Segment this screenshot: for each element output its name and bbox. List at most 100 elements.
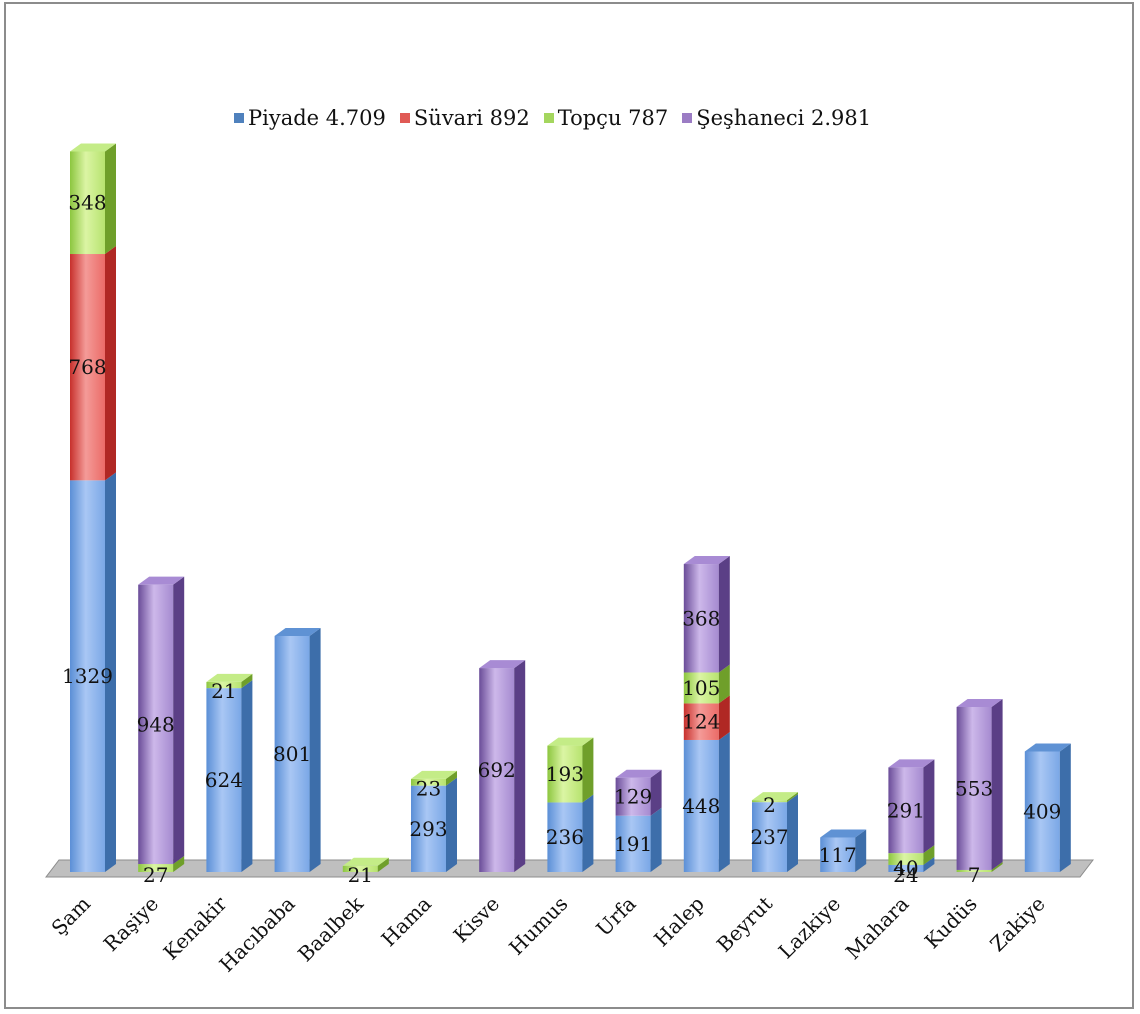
bar-segment-kenakir-0 xyxy=(206,688,242,872)
data-label-zakiye-0: 409 xyxy=(1023,800,1061,824)
bar-segment-ra-iye-2 xyxy=(138,864,174,872)
bar-segment-humus-2 xyxy=(547,745,583,803)
data-label-lazkiye-0: 117 xyxy=(819,843,857,867)
bar-top-ra-iye xyxy=(138,576,185,585)
category-label-halep: Halep xyxy=(649,892,709,952)
category-label-kud-s: Kudüs xyxy=(920,892,982,954)
data-label-hama-2: 23 xyxy=(416,777,441,801)
data-label-kenakir-2: 21 xyxy=(211,679,236,703)
legend-label-seshaneci: Şeşhaneci 2.981 xyxy=(696,106,872,130)
data-label-hac-baba-0: 801 xyxy=(273,742,311,766)
category-label-humus: Humus xyxy=(504,892,572,960)
legend-swatch-suvari xyxy=(399,113,410,123)
bar-top-baalbek xyxy=(342,857,389,866)
data-label-halep-3: 368 xyxy=(682,606,720,630)
bar-side-kisve-3 xyxy=(514,660,526,872)
data-label-urfa-0: 191 xyxy=(614,832,652,856)
bar-side--am-0 xyxy=(105,472,116,872)
bar-segment-halep-0 xyxy=(683,739,719,872)
category-label-kisve: Kisve xyxy=(449,892,505,948)
bar-side--am-1 xyxy=(105,246,116,481)
legend-label-piyade: Piyade 4.709 xyxy=(248,106,386,130)
data-label-kenakir-0: 624 xyxy=(205,768,243,792)
data-label-mahara-2: 40 xyxy=(893,856,918,880)
bar-side-halep-2 xyxy=(718,664,730,704)
bar-segment-beyrut-2 xyxy=(752,800,787,803)
bar-top-zakiye xyxy=(1024,743,1071,752)
bar-side--am-2 xyxy=(105,143,116,255)
bar-side-mahara-0 xyxy=(923,856,935,872)
bar-top-halep xyxy=(683,556,730,565)
bar-side-urfa-0 xyxy=(650,807,662,872)
legend: Piyade 4.709 Süvari 892 Topçu 787 Şeşhan… xyxy=(234,106,871,130)
legend-item-piyade: Piyade 4.709 xyxy=(234,106,386,130)
bar-side-mahara-3 xyxy=(923,759,935,854)
bar-top-kisve xyxy=(479,660,526,669)
data-label-kud-s-2: 7 xyxy=(968,863,981,887)
bar-side-halep-3 xyxy=(718,556,730,673)
data-label-humus-0: 236 xyxy=(546,825,584,849)
data-label-halep-1: 124 xyxy=(682,710,720,734)
bar-side-ra-iye-2 xyxy=(173,856,185,872)
category-label--am: Şam xyxy=(47,892,96,941)
data-label-kud-s-3: 553 xyxy=(955,776,993,800)
data-label-kisve-3: 692 xyxy=(478,758,516,782)
bar-top-hama xyxy=(411,770,457,779)
bar-top-humus xyxy=(547,737,594,746)
legend-swatch-seshaneci xyxy=(682,113,693,123)
bar-segment-hama-2 xyxy=(411,778,446,786)
legend-label-topcu: Topçu 787 xyxy=(557,106,669,130)
category-label-hac-baba: Hacıbaba xyxy=(214,892,299,977)
data-label-urfa-3: 129 xyxy=(614,785,652,809)
data-label-ra-iye-3: 948 xyxy=(137,712,175,736)
data-label-mahara-0: 24 xyxy=(893,863,918,887)
data-label-beyrut-2: 2 xyxy=(763,793,776,817)
category-label-hama: Hama xyxy=(376,892,436,952)
category-label-urfa: Urfa xyxy=(591,892,640,941)
bar-side-urfa-3 xyxy=(650,769,662,816)
legend-item-suvari: Süvari 892 xyxy=(399,106,530,130)
legend-item-seshaneci: Şeşhaneci 2.981 xyxy=(682,106,871,130)
category-label-lazkiye: Lazkiye xyxy=(774,892,846,964)
bar-segment-urfa-3 xyxy=(615,777,651,816)
bar-segment-kud-s-2 xyxy=(956,869,992,872)
bar-segment-kisve-3 xyxy=(479,668,515,872)
bar-segment-kud-s-3 xyxy=(956,706,992,870)
bar-segment-baalbek-2 xyxy=(342,865,378,872)
bar-top-mahara xyxy=(888,759,935,768)
data-label-mahara-3: 291 xyxy=(887,798,925,822)
bar-side-humus-2 xyxy=(582,737,594,803)
bar-segment-zakiye-0 xyxy=(1024,751,1060,872)
category-label-zakiye: Zakiye xyxy=(985,892,1050,957)
data-label-humus-2: 193 xyxy=(546,762,584,786)
data-label--am-0: 1329 xyxy=(62,664,113,688)
bar-side-kud-s-2 xyxy=(991,861,1003,872)
bar-top-beyrut xyxy=(752,792,798,801)
bar-segment-ra-iye-3 xyxy=(138,584,174,865)
bar-side-kenakir-0 xyxy=(241,680,253,872)
data-label--am-2: 348 xyxy=(68,191,106,215)
bar-side-beyrut-0 xyxy=(787,794,798,872)
bar-side-lazkiye-0 xyxy=(855,829,867,872)
category-label-mahara: Mahara xyxy=(841,892,914,965)
bar-side-beyrut-2 xyxy=(787,792,798,803)
bar-side-hama-2 xyxy=(446,770,457,786)
bar-segment-mahara-2 xyxy=(888,853,924,865)
bar-side-hac-baba-0 xyxy=(309,627,321,872)
bar-top-lazkiye xyxy=(820,829,867,838)
bar-segment--am-0 xyxy=(70,480,105,872)
bar-segment-lazkiye-0 xyxy=(820,837,856,872)
bar-segment-humus-0 xyxy=(547,802,583,872)
data-label-halep-2: 105 xyxy=(682,676,720,700)
bar-segment-halep-2 xyxy=(683,672,719,704)
bar-segment-kenakir-2 xyxy=(206,681,242,689)
data-label-halep-0: 448 xyxy=(682,794,720,818)
legend-label-suvari: Süvari 892 xyxy=(413,106,530,130)
bar-segment-mahara-3 xyxy=(888,767,924,854)
category-label-baalbek: Baalbek xyxy=(293,891,368,966)
bar-side-halep-0 xyxy=(718,731,730,872)
bar-side-halep-1 xyxy=(718,695,730,740)
data-label-beyrut-0: 237 xyxy=(750,825,788,849)
bar-segment-halep-1 xyxy=(683,703,719,740)
